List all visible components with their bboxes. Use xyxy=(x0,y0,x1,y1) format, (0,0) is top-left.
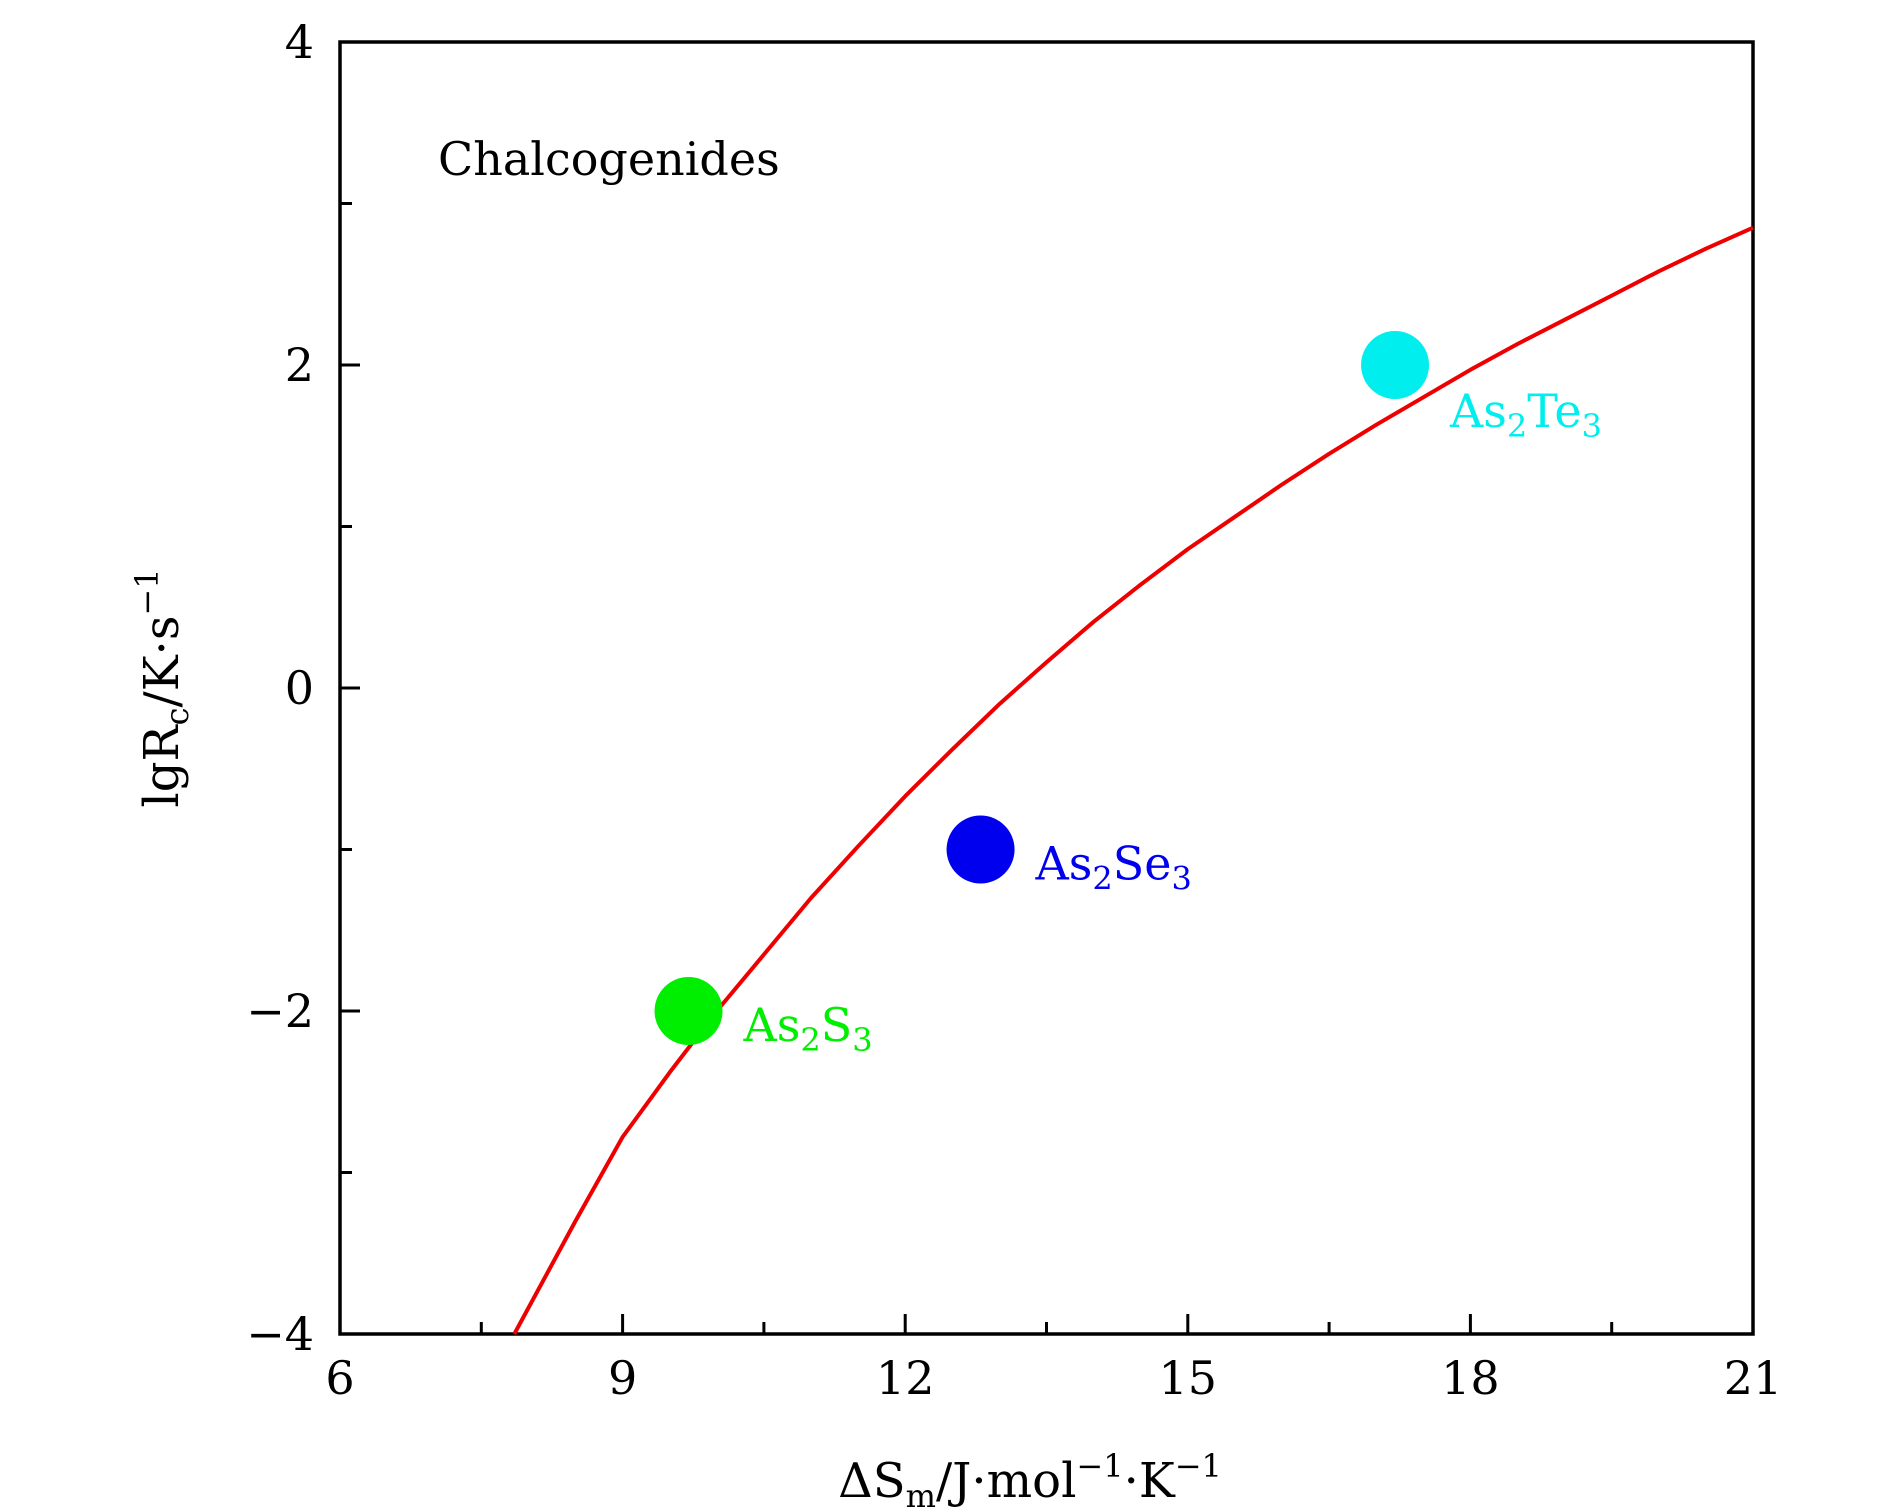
y-axis-label-main: lgR xyxy=(134,724,190,808)
x-axis-label-mid: ·K xyxy=(1124,1453,1176,1509)
label-part: S xyxy=(821,998,853,1052)
label-as2te3: As2Te3 xyxy=(1449,384,1602,445)
x-axis-label-sub: m xyxy=(906,1477,936,1512)
label-part: 2 xyxy=(1507,407,1527,445)
plot-frame xyxy=(338,40,1755,1336)
x-axis-label: ΔSm/J·mol−1·K−1 xyxy=(838,1447,1222,1512)
axis-ticks xyxy=(338,40,1755,1336)
y-axis-label-sub: c xyxy=(158,707,196,725)
point-as2s3 xyxy=(654,977,723,1045)
label-part: Te xyxy=(1527,384,1581,438)
label-part: As xyxy=(743,998,801,1052)
x-axis-label-exp2: −1 xyxy=(1175,1447,1222,1485)
point-as2te3 xyxy=(1361,331,1430,399)
label-part: Se xyxy=(1113,837,1172,891)
label-as2s3: As2S3 xyxy=(743,998,873,1059)
label-part: 3 xyxy=(1171,860,1191,898)
y-axis-label-rest: /K·s xyxy=(134,616,190,708)
x-tick-label: 9 xyxy=(608,1351,637,1405)
y-tick-label: 2 xyxy=(285,338,314,392)
label-as2se3: As2Se3 xyxy=(1035,837,1192,898)
x-tick-label: 12 xyxy=(876,1351,935,1405)
point-as2se3 xyxy=(946,815,1015,884)
y-tick-label: 0 xyxy=(285,661,314,715)
label-part: 2 xyxy=(800,1021,820,1059)
axis-tick-labels: 6 9 12 15 18 21 −4 −2 0 2 4 xyxy=(246,15,1782,1405)
x-axis-label-main: ΔS xyxy=(838,1453,906,1509)
y-tick-label: 4 xyxy=(285,15,314,69)
fit-curve xyxy=(512,225,1754,1335)
x-tick-label: 18 xyxy=(1441,1351,1500,1405)
x-axis-label-rest: /J·mol xyxy=(936,1453,1076,1509)
label-part: As xyxy=(1449,384,1507,438)
label-part: 2 xyxy=(1092,860,1112,898)
y-axis-label-exp: −1 xyxy=(128,568,166,615)
curve-layer xyxy=(512,225,1754,1335)
y-tick-label: −2 xyxy=(246,984,314,1038)
x-axis-label-exp1: −1 xyxy=(1076,1447,1123,1485)
label-part: 3 xyxy=(1582,407,1602,445)
data-points xyxy=(654,331,1430,1045)
label-part: 3 xyxy=(852,1021,872,1059)
y-axis-label: lgRc/K·s−1 xyxy=(128,568,196,807)
label-part: As xyxy=(1035,837,1093,891)
y-tick-label: −4 xyxy=(246,1307,314,1361)
x-tick-label: 15 xyxy=(1159,1351,1218,1405)
x-tick-label: 6 xyxy=(325,1351,354,1405)
chalcogenides-annotation: Chalcogenides xyxy=(438,132,780,186)
x-tick-label: 21 xyxy=(1724,1351,1783,1405)
